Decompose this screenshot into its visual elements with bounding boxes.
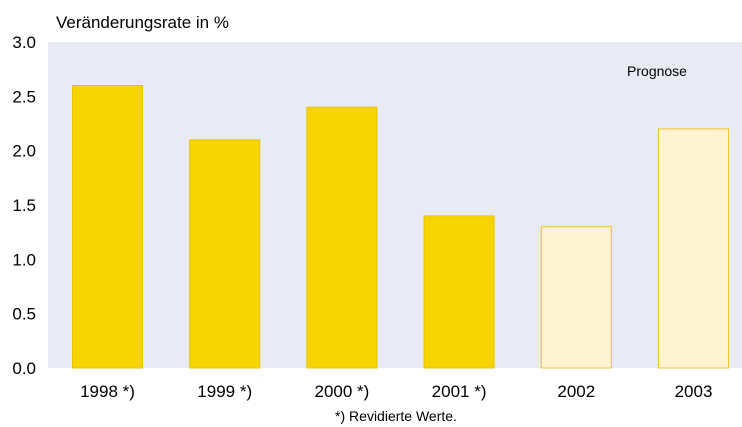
- x-tick-label: 1999 *): [197, 382, 252, 401]
- y-tick-label: 1.5: [12, 196, 36, 215]
- bar: [423, 215, 495, 369]
- bar: [306, 106, 378, 369]
- x-tick-label: 1998 *): [80, 382, 135, 401]
- y-tick-label: 2.0: [12, 142, 36, 161]
- forecast-bar: [540, 226, 612, 369]
- y-tick-label: 3.0: [12, 33, 36, 52]
- y-tick-label: 0.5: [12, 305, 36, 324]
- x-tick-label: 2001 *): [432, 382, 487, 401]
- y-axis-label: Veränderungsrate in %: [56, 13, 229, 32]
- plot-background: [48, 42, 742, 368]
- bar: [72, 85, 143, 369]
- forecast-bar: [658, 128, 729, 369]
- bar: [189, 139, 261, 369]
- x-tick-label: 2000 *): [314, 382, 369, 401]
- y-tick-label: 2.5: [12, 87, 36, 106]
- footnote: *) Revidierte Werte.: [335, 408, 457, 424]
- x-tick-label: 2003: [675, 382, 713, 401]
- y-tick-label: 0.0: [12, 359, 36, 378]
- y-tick-label: 1.0: [12, 250, 36, 269]
- forecast-annotation: Prognose: [627, 63, 687, 79]
- x-tick-label: 2002: [557, 382, 595, 401]
